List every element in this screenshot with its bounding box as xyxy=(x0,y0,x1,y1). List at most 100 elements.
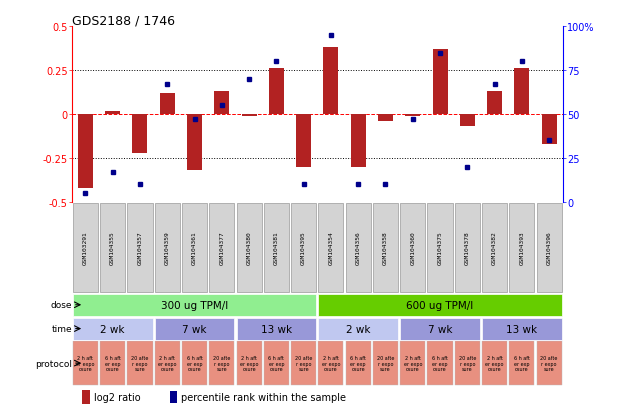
Text: 2 wk: 2 wk xyxy=(346,324,370,334)
Text: 2 h aft
er expo
osure: 2 h aft er expo osure xyxy=(485,355,504,371)
Text: 20 afte
r expo
sure: 20 afte r expo sure xyxy=(377,355,394,371)
Bar xyxy=(237,318,316,340)
Text: GSM104377: GSM104377 xyxy=(219,231,224,265)
Text: GSM104355: GSM104355 xyxy=(110,231,115,265)
Bar xyxy=(378,115,393,122)
Text: GSM104361: GSM104361 xyxy=(192,231,197,265)
Text: GSM104354: GSM104354 xyxy=(328,231,333,265)
Bar xyxy=(264,342,289,385)
Bar xyxy=(433,50,447,115)
Bar xyxy=(269,69,284,115)
Text: 13 wk: 13 wk xyxy=(261,324,292,334)
FancyBboxPatch shape xyxy=(73,203,98,292)
Bar xyxy=(351,115,366,167)
Bar xyxy=(345,342,370,385)
Text: log2 ratio: log2 ratio xyxy=(94,392,141,402)
Bar xyxy=(537,342,562,385)
Text: time: time xyxy=(51,324,72,333)
Bar xyxy=(187,115,202,171)
Bar xyxy=(214,92,229,115)
Bar xyxy=(209,342,235,385)
FancyBboxPatch shape xyxy=(482,203,507,292)
Bar xyxy=(100,342,125,385)
Text: dose: dose xyxy=(51,301,72,309)
Text: GSM104395: GSM104395 xyxy=(301,231,306,265)
FancyBboxPatch shape xyxy=(319,203,344,292)
Text: GSM104396: GSM104396 xyxy=(547,231,552,265)
Bar xyxy=(133,115,147,153)
Text: 600 ug TPM/l: 600 ug TPM/l xyxy=(406,300,474,310)
Text: 2 h aft
er expo
osure: 2 h aft er expo osure xyxy=(404,355,422,371)
Text: 7 wk: 7 wk xyxy=(428,324,453,334)
FancyBboxPatch shape xyxy=(209,203,235,292)
Text: 6 h aft
er exp
osure: 6 h aft er exp osure xyxy=(269,355,285,371)
Text: 6 h aft
er exp
osure: 6 h aft er exp osure xyxy=(187,355,203,371)
Bar xyxy=(242,115,256,116)
Text: 6 h aft
er exp
osure: 6 h aft er exp osure xyxy=(350,355,366,371)
FancyBboxPatch shape xyxy=(128,203,153,292)
Bar xyxy=(400,342,426,385)
Bar xyxy=(154,342,180,385)
Text: GSM104359: GSM104359 xyxy=(165,231,170,265)
Text: 2 h aft
er expo
osure: 2 h aft er expo osure xyxy=(76,355,95,371)
Bar xyxy=(454,342,480,385)
Bar xyxy=(154,318,235,340)
FancyBboxPatch shape xyxy=(373,203,398,292)
Text: 6 h aft
er exp
osure: 6 h aft er exp osure xyxy=(514,355,530,371)
Text: GSM104382: GSM104382 xyxy=(492,231,497,265)
Text: GSM104378: GSM104378 xyxy=(465,231,470,265)
Bar xyxy=(73,318,153,340)
Text: 6 h aft
er exp
osure: 6 h aft er exp osure xyxy=(432,355,448,371)
Text: GSM103291: GSM103291 xyxy=(83,231,88,265)
Text: 20 afte
r expo
sure: 20 afte r expo sure xyxy=(459,355,476,371)
Bar xyxy=(170,392,177,403)
FancyBboxPatch shape xyxy=(400,203,426,292)
Bar xyxy=(182,342,207,385)
Bar xyxy=(319,342,344,385)
Bar xyxy=(460,115,475,127)
Bar xyxy=(291,342,316,385)
Text: GSM104380: GSM104380 xyxy=(247,231,252,265)
Bar xyxy=(542,115,556,145)
Bar xyxy=(78,115,93,188)
FancyBboxPatch shape xyxy=(100,203,125,292)
Text: 2 h aft
er expo
osure: 2 h aft er expo osure xyxy=(240,355,258,371)
Bar xyxy=(73,294,316,316)
Bar xyxy=(482,342,507,385)
Text: 20 afte
r expo
sure: 20 afte r expo sure xyxy=(131,355,149,371)
Bar xyxy=(400,318,480,340)
Text: 6 h aft
er exp
osure: 6 h aft er exp osure xyxy=(104,355,121,371)
Text: 20 afte
r expo
sure: 20 afte r expo sure xyxy=(213,355,231,371)
Text: GSM104360: GSM104360 xyxy=(410,231,415,265)
Bar xyxy=(160,94,175,115)
Text: GSM104357: GSM104357 xyxy=(137,231,142,265)
FancyBboxPatch shape xyxy=(237,203,262,292)
Text: 20 afte
r expo
sure: 20 afte r expo sure xyxy=(295,355,312,371)
Bar xyxy=(237,342,262,385)
Bar xyxy=(319,318,398,340)
FancyBboxPatch shape xyxy=(510,203,535,292)
Bar xyxy=(405,115,420,116)
Bar xyxy=(428,342,453,385)
Text: percentile rank within the sample: percentile rank within the sample xyxy=(181,392,345,402)
Bar xyxy=(73,342,98,385)
FancyBboxPatch shape xyxy=(264,203,289,292)
Text: 300 ug TPM/l: 300 ug TPM/l xyxy=(161,300,228,310)
Text: 20 afte
r expo
sure: 20 afte r expo sure xyxy=(540,355,558,371)
FancyBboxPatch shape xyxy=(291,203,316,292)
Text: GDS2188 / 1746: GDS2188 / 1746 xyxy=(72,14,175,27)
Bar xyxy=(319,294,562,316)
Bar xyxy=(373,342,398,385)
FancyBboxPatch shape xyxy=(345,203,370,292)
Bar xyxy=(482,318,562,340)
Text: 2 wk: 2 wk xyxy=(101,324,125,334)
Bar xyxy=(81,390,90,404)
Text: 2 h aft
er expo
osure: 2 h aft er expo osure xyxy=(158,355,176,371)
FancyBboxPatch shape xyxy=(182,203,207,292)
Bar xyxy=(324,48,338,115)
Bar xyxy=(105,112,121,115)
Bar xyxy=(128,342,153,385)
Bar xyxy=(510,342,535,385)
Text: protocol: protocol xyxy=(35,359,72,368)
FancyBboxPatch shape xyxy=(537,203,562,292)
